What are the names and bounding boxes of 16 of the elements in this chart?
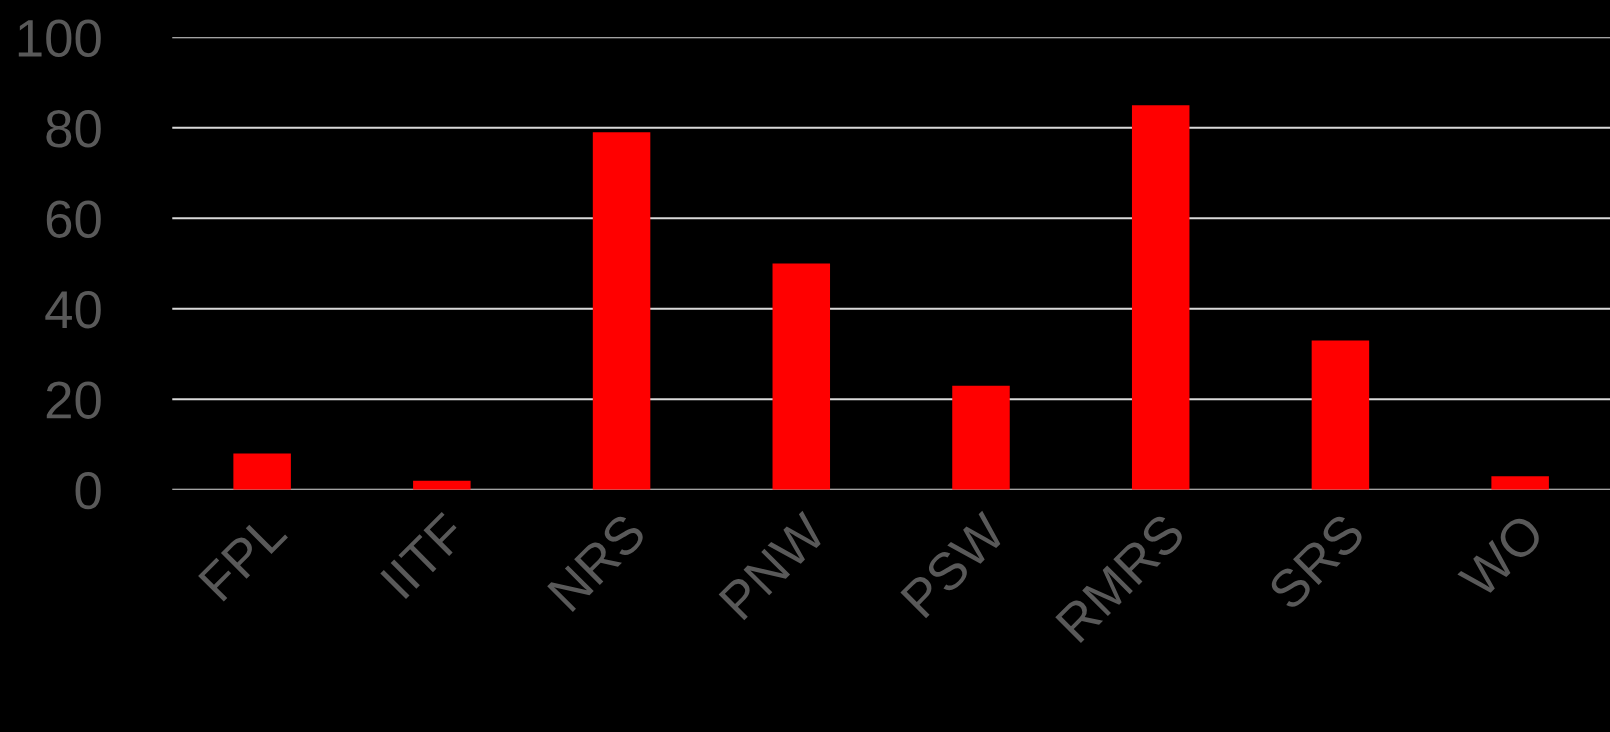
y-tick-label: 100	[18, 19, 101, 57]
x-tick-label: FPL	[198, 511, 288, 602]
bar	[1131, 105, 1190, 490]
y-tick-label: 40	[45, 291, 101, 329]
x-tick-label: WO	[1457, 511, 1546, 601]
bar	[592, 132, 651, 490]
bar	[952, 385, 1010, 490]
x-tick-label: IITF	[380, 512, 468, 600]
y-tick-label: 60	[46, 200, 101, 238]
y-tick-label: 80	[46, 110, 101, 148]
y-tick-label: 20	[46, 381, 101, 419]
bar	[233, 453, 291, 490]
y-tick-label: 0	[75, 471, 101, 510]
bar	[772, 263, 831, 490]
bar	[1311, 340, 1370, 490]
bar	[1491, 476, 1549, 490]
